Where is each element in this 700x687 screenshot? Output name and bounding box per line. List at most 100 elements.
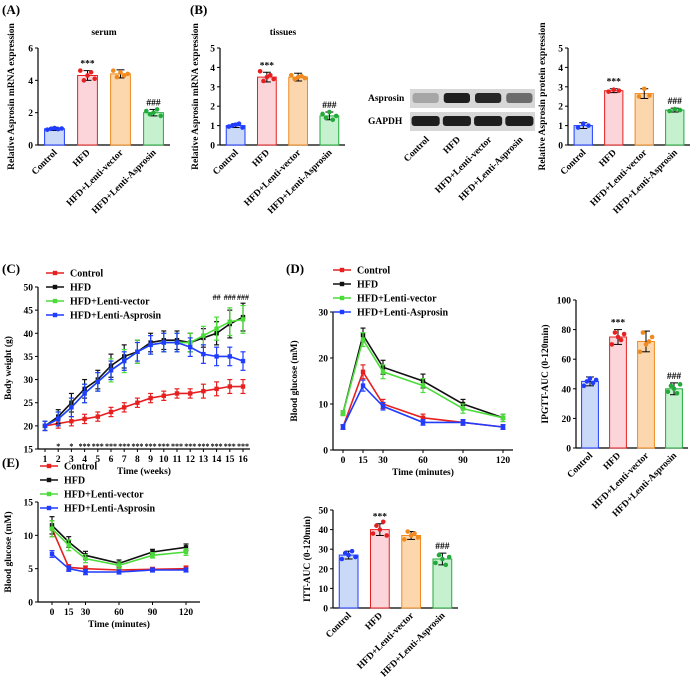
y-tick-label: 45: [24, 307, 34, 317]
bar-control: [338, 554, 359, 609]
data-point: [174, 391, 180, 396]
data-point: [69, 405, 74, 410]
data-point: [83, 556, 88, 561]
significance-mark: ###: [322, 101, 337, 111]
significance-mark: ***: [80, 60, 95, 70]
western-blot: Asprosin GAPDH Control HFDHFD+Lenti-vecto…: [368, 89, 535, 203]
significance-mark: ***: [607, 78, 622, 88]
y-tick-label: 0: [28, 599, 33, 609]
data-point: [420, 415, 426, 420]
x-tick-label: HFD: [364, 611, 385, 632]
data-point: [114, 74, 120, 80]
data-point: [360, 369, 366, 374]
y-axis-label: Blood glucose (mM): [3, 511, 14, 592]
data-point: [641, 86, 647, 92]
panel-label-b: (B): [190, 2, 207, 17]
data-point: [201, 333, 206, 338]
legend-label: HFD: [357, 280, 378, 291]
y-tick-label: 0: [323, 447, 328, 457]
data-point: [646, 339, 652, 344]
significance-mark: ###: [435, 542, 450, 552]
legend-marker: [52, 270, 58, 276]
data-point: [261, 78, 266, 84]
blot-band-gapdh: [442, 116, 471, 126]
data-point: [333, 113, 339, 119]
x-tick-label: 60: [114, 608, 124, 618]
data-point: [360, 337, 366, 342]
data-point: [240, 317, 246, 322]
y-tick-label: 35: [24, 353, 34, 363]
y-tick-label: 3: [210, 83, 215, 93]
legend-marker: [52, 284, 58, 290]
data-point: [380, 404, 386, 409]
y-tick-label: 1: [210, 122, 215, 132]
y-tick-label: 5: [28, 565, 33, 575]
data-point: [412, 531, 417, 536]
data-point: [257, 68, 263, 74]
legend-label: Control: [70, 269, 103, 280]
legend-label: Control: [64, 462, 97, 473]
x-axis-label: Time (weeks): [117, 466, 171, 477]
y-tick-label: 40: [24, 330, 34, 340]
bar-hfd: [370, 529, 390, 609]
y-tick-label: 20: [319, 355, 329, 365]
data-point: [49, 551, 55, 557]
series-hfd-lenti-asprosin: [42, 332, 246, 432]
y-tick-label: 60: [562, 356, 572, 366]
blot-band-gapdh: [505, 116, 534, 126]
y-tick-label: 10: [24, 532, 34, 542]
y-tick-label: 0: [28, 142, 33, 152]
data-point: [78, 68, 83, 73]
data-point: [353, 554, 358, 560]
y-axis-label: Body weight (g): [3, 336, 14, 400]
x-tick-label: 90: [148, 608, 158, 618]
x-tick-label: HFD: [251, 148, 272, 169]
bar-vector: [288, 76, 308, 146]
data-point: [405, 529, 411, 534]
significance-mark-hfd: ***: [118, 442, 130, 451]
x-tick-label: Control: [324, 611, 354, 641]
chart-title: tissues: [270, 28, 297, 38]
data-point: [674, 390, 680, 396]
data-point: [267, 72, 273, 78]
y-tick-label: 2: [28, 109, 33, 119]
significance-mark-asprosin: ###: [224, 293, 236, 302]
data-point: [636, 94, 642, 99]
data-point: [125, 71, 130, 77]
data-point: [370, 531, 376, 536]
data-point: [440, 556, 445, 562]
x-tick-label: Control: [211, 148, 241, 178]
data-point: [374, 523, 379, 528]
data-point: [49, 526, 55, 531]
data-point: [66, 543, 71, 548]
blot-band-gapdh: [474, 116, 503, 126]
y-axis-label: Relative Asprosin mRNA expression: [7, 22, 17, 169]
data-point: [302, 75, 308, 81]
chart-b2: 0 1 2 3 4 5 Relative Asprosin protein expressi…: [538, 22, 690, 216]
x-tick-label: 30: [378, 456, 388, 466]
series-line: [51, 553, 186, 573]
blot-band-asprosin: [443, 93, 470, 103]
y-tick-label: 100: [557, 297, 572, 307]
data-point: [56, 416, 61, 422]
bar-hfd: [257, 76, 277, 146]
x-tick-label: HFD+Lenti-vector: [65, 148, 126, 209]
x-axis-label: Time (minutes): [392, 467, 454, 478]
data-point: [135, 349, 140, 354]
data-point: [672, 106, 678, 112]
data-point: [154, 107, 160, 112]
bar-asprosin: [665, 388, 683, 449]
data-point: [460, 420, 466, 425]
data-point: [82, 416, 87, 422]
legend-marker: [339, 267, 345, 273]
series-hfd-lenti-asprosin: [340, 379, 506, 430]
series-line: [44, 385, 243, 427]
data-point: [420, 383, 426, 388]
y-tick-label: 4: [210, 64, 215, 74]
bar-vector: [634, 93, 654, 146]
data-point: [433, 560, 438, 566]
series-line: [342, 384, 504, 428]
data-point: [380, 519, 386, 525]
y-tick-label: 20: [562, 415, 572, 425]
y-tick-label: 10: [319, 401, 329, 411]
